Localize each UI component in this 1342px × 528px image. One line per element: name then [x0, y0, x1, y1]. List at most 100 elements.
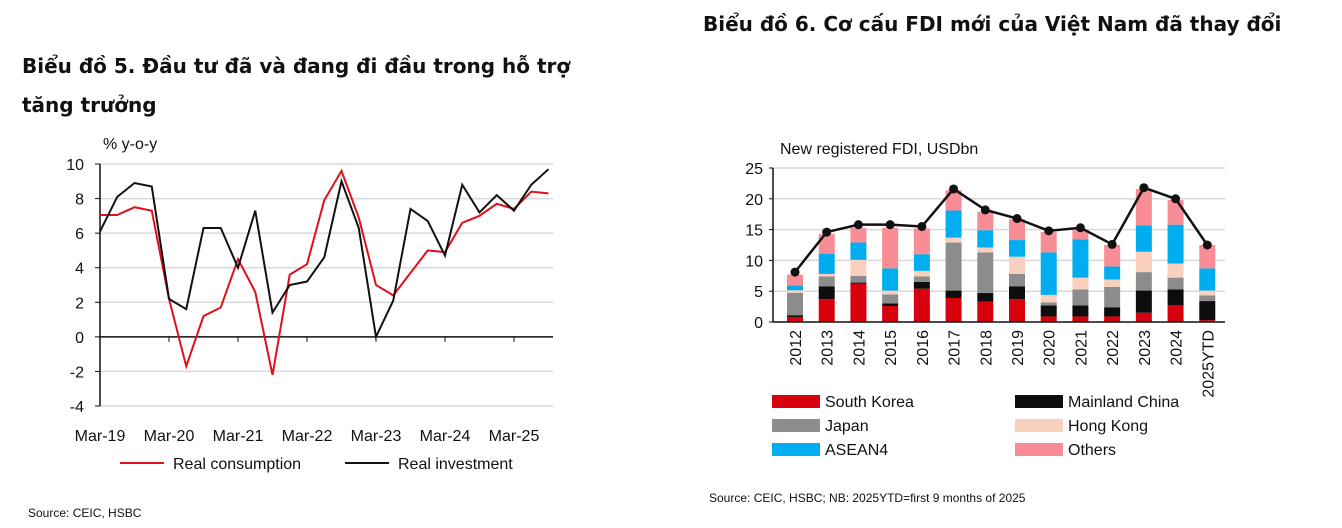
bar-segment-asean4: [1072, 239, 1089, 278]
bar-segment-others: [818, 233, 835, 254]
left-chart-title-line2: tăng trưởng: [22, 93, 157, 117]
bar-segment-japan: [1009, 273, 1025, 287]
bar-segment-south-korea: [882, 305, 899, 322]
legend-label: South Korea: [825, 394, 914, 411]
y-tick-label: 2: [75, 295, 84, 312]
x-tick-label: 2014: [851, 330, 868, 366]
total-point: [822, 227, 832, 237]
total-line: [794, 186, 1209, 273]
legend-swatch: [1015, 443, 1063, 456]
right-chart-title: Biểu đồ 6. Cơ cấu FDI mới của Việt Nam đ…: [703, 12, 1282, 36]
bar-segment-south-korea: [850, 283, 867, 322]
legend-label: Real investment: [398, 456, 513, 473]
x-tick-label: Mar-20: [144, 428, 195, 445]
bar-segment-mainland-china: [945, 290, 962, 298]
bar-segment-mainland-china: [977, 293, 994, 302]
bar-segment-hong-kong: [1167, 263, 1184, 278]
right-ylabel: New registered FDI, USDbn: [780, 141, 978, 158]
bar-segment-asean4: [1040, 252, 1057, 295]
bar-segment-japan: [977, 252, 994, 294]
x-tick-label: Mar-25: [489, 428, 540, 445]
legend-label: Hong Kong: [1068, 418, 1148, 435]
bar-segment-south-korea: [1072, 316, 1089, 322]
bar-segment-south-korea: [1009, 299, 1025, 322]
bar-segment-japan: [1167, 277, 1184, 290]
bar-segment-south-korea: [1167, 305, 1184, 322]
bar-segment-south-korea: [1135, 312, 1152, 322]
legend-label: Others: [1068, 442, 1116, 459]
y-tick-label: -2: [70, 364, 84, 381]
x-tick-label: 2017: [947, 330, 964, 366]
bar-segment-mainland-china: [818, 286, 835, 300]
y-tick-label: 4: [75, 261, 84, 278]
bar-segment-asean4: [818, 253, 835, 274]
bar-segment-others: [1135, 188, 1152, 226]
x-tick-label: 2012: [788, 330, 805, 366]
total-point: [1139, 183, 1149, 193]
left-chart-title-line1: Biểu đồ 5. Đầu tư đã và đang đi đầu tron…: [22, 54, 571, 78]
total-point: [1012, 214, 1022, 224]
legend-swatch: [772, 443, 820, 456]
right-source: Source: CEIC, HSBC; NB: 2025YTD=first 9 …: [709, 491, 1026, 505]
series-line-real-consumption: [100, 168, 549, 376]
legend-label: ASEAN4: [825, 442, 888, 459]
total-point: [1171, 194, 1181, 204]
total-point: [980, 205, 990, 215]
bar-segment-asean4: [1135, 225, 1152, 252]
x-tick-label: Mar-22: [282, 428, 333, 445]
bar-segment-hong-kong: [1009, 256, 1025, 274]
total-point: [885, 220, 895, 230]
y-tick-label: -4: [70, 399, 84, 416]
bar-segment-asean4: [977, 230, 994, 248]
bar-segment-asean4: [1104, 266, 1121, 280]
x-tick-label: Mar-21: [213, 428, 264, 445]
x-tick-label: Mar-19: [75, 428, 126, 445]
bar-segment-asean4: [1167, 224, 1184, 264]
bar-segment-japan: [1199, 295, 1216, 302]
x-tick-label: 2013: [820, 330, 837, 366]
total-point: [1202, 240, 1212, 250]
bar-segment-mainland-china: [787, 315, 803, 318]
bar-segment-others: [882, 227, 899, 269]
y-tick-label: 10: [745, 253, 763, 270]
total-point: [853, 220, 863, 230]
bar-segment-south-korea: [913, 288, 930, 322]
x-tick-label: Mar-23: [351, 428, 402, 445]
bar-segment-asean4: [882, 268, 899, 291]
bar-segment-south-korea: [787, 317, 803, 322]
bar-segment-mainland-china: [850, 282, 867, 284]
bar-segment-hong-kong: [1040, 294, 1057, 303]
bar-segment-asean4: [1199, 268, 1216, 291]
bar-segment-hong-kong: [1104, 279, 1121, 287]
bar-segment-south-korea: [818, 299, 835, 322]
bar-segment-south-korea: [977, 301, 994, 322]
legend-swatch: [772, 419, 820, 432]
total-point: [790, 267, 800, 277]
total-point: [1075, 223, 1085, 233]
bar-segment-hong-kong: [1199, 290, 1216, 296]
bar-segment-japan: [882, 294, 899, 304]
bar-segment-asean4: [850, 242, 867, 260]
x-tick-label: 2023: [1137, 330, 1154, 366]
bar-segment-hong-kong: [787, 290, 803, 293]
bar-segment-others: [1104, 245, 1121, 267]
legend-swatch: [772, 395, 820, 408]
y-tick-label: 15: [745, 223, 763, 240]
x-tick-label: 2015: [883, 330, 900, 366]
bar-segment-japan: [850, 275, 867, 283]
y-tick-label: 5: [754, 284, 763, 301]
bar-segment-japan: [1040, 302, 1057, 306]
bar-segment-others: [1040, 232, 1057, 253]
bar-segment-mainland-china: [1199, 301, 1216, 321]
bar-segment-japan: [1072, 289, 1089, 306]
y-tick-label: 0: [75, 330, 84, 347]
bar-segment-asean4: [945, 210, 962, 238]
bar-segment-japan: [787, 292, 803, 316]
bar-segment-japan: [818, 276, 835, 287]
y-tick-label: 10: [66, 157, 84, 174]
bar-segment-south-korea: [1040, 316, 1057, 322]
legend-swatch: [1015, 395, 1063, 408]
bar-segment-asean4: [913, 254, 930, 271]
bar-segment-others: [1199, 245, 1216, 269]
